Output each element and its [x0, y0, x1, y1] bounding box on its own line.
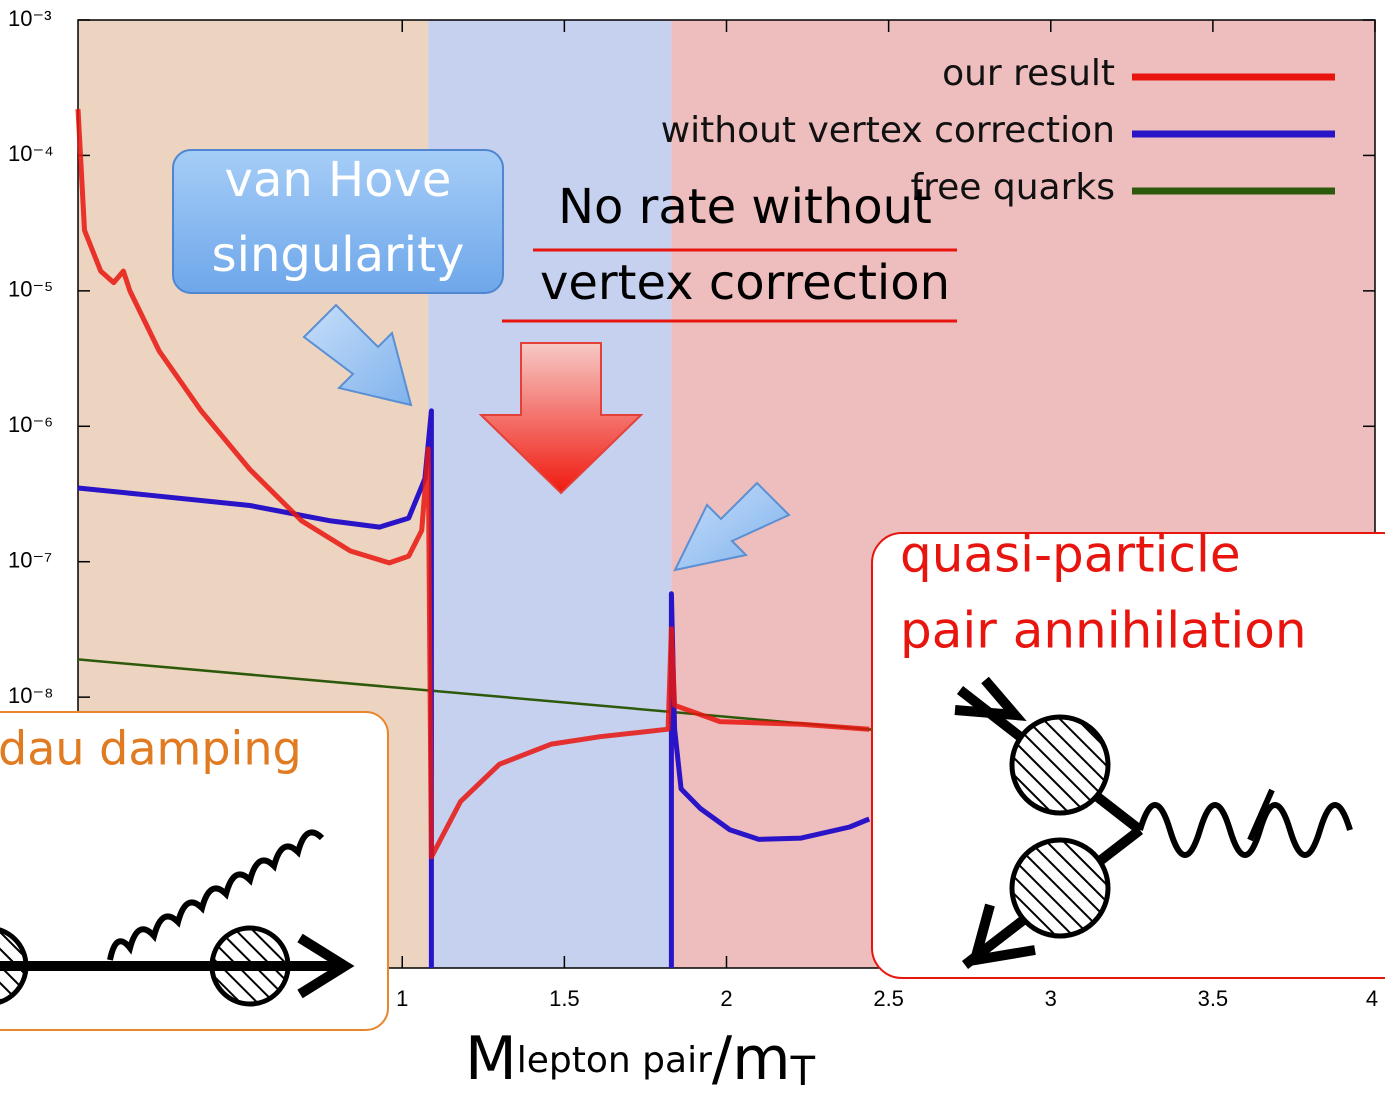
- annotation: van Hove: [225, 152, 452, 208]
- x-tick-label: 2: [720, 986, 732, 1011]
- x-tick-label: 1: [396, 986, 408, 1011]
- y-tick-label: 10⁻⁵: [8, 277, 53, 302]
- legend-label: free quarks: [910, 167, 1115, 208]
- arrow: [478, 342, 644, 495]
- overlay: [0, 149, 1385, 1031]
- annotation: quasi-particle: [900, 526, 1241, 584]
- x-tick-label: 1.5: [549, 986, 580, 1011]
- arrowhead: [297, 933, 355, 999]
- annotation: No rate without: [558, 179, 932, 235]
- annotation: dau damping: [0, 722, 302, 776]
- arrowhead: [954, 676, 1027, 721]
- arrowhead: [968, 903, 1036, 967]
- annotation: singularity: [212, 227, 465, 283]
- annotation: pair annihilation: [900, 602, 1307, 660]
- lines: [75, 108, 1376, 968]
- photon: [107, 829, 325, 961]
- x-tick-label: 3.5: [1198, 986, 1229, 1011]
- legend: our result without vertex correction free …: [661, 53, 1335, 208]
- legend-label: without vertex correction: [661, 110, 1115, 151]
- axes: 10⁻³ 10⁻⁴ 10⁻⁵ 10⁻⁶ 10⁻⁷ 10⁻⁸ 1 1.5 2 2.5 3 3.5 4: [8, 6, 1378, 1011]
- photon: [1137, 802, 1353, 858]
- x-axis-label-part: T: [790, 1049, 816, 1095]
- arrow: [302, 303, 413, 407]
- x-axis-label-part: M: [465, 1024, 517, 1094]
- arrow: [673, 481, 791, 572]
- legend-label: our result: [942, 53, 1115, 94]
- vertex: [0, 927, 29, 1005]
- annotation: vertex correction: [540, 255, 950, 311]
- callout-box: [871, 532, 1385, 979]
- series-line: [75, 108, 870, 860]
- x-tick-label: 4: [1366, 986, 1378, 1011]
- y-tick-label: 10⁻³: [8, 6, 51, 31]
- callout-box: [172, 149, 504, 294]
- vertex: [1009, 714, 1111, 816]
- y-tick-label: 10⁻⁸: [8, 683, 53, 708]
- vertex: [1009, 837, 1111, 939]
- x-tick-label: 2.5: [873, 986, 904, 1011]
- x-axis-label-part: /m: [712, 1024, 791, 1094]
- x-tick-label: 3: [1045, 986, 1057, 1011]
- x-axis-label-part: lepton pair: [517, 1040, 712, 1081]
- vertex: [209, 925, 291, 1007]
- x-axis-label: Mlepton pair/mT: [465, 1024, 816, 1095]
- y-tick-label: 10⁻⁶: [8, 412, 53, 437]
- y-tick-label: 10⁻⁷: [8, 548, 52, 573]
- y-tick-label: 10⁻⁴: [8, 141, 54, 166]
- callout-box: [0, 711, 389, 1031]
- tick-mark: [1247, 788, 1275, 842]
